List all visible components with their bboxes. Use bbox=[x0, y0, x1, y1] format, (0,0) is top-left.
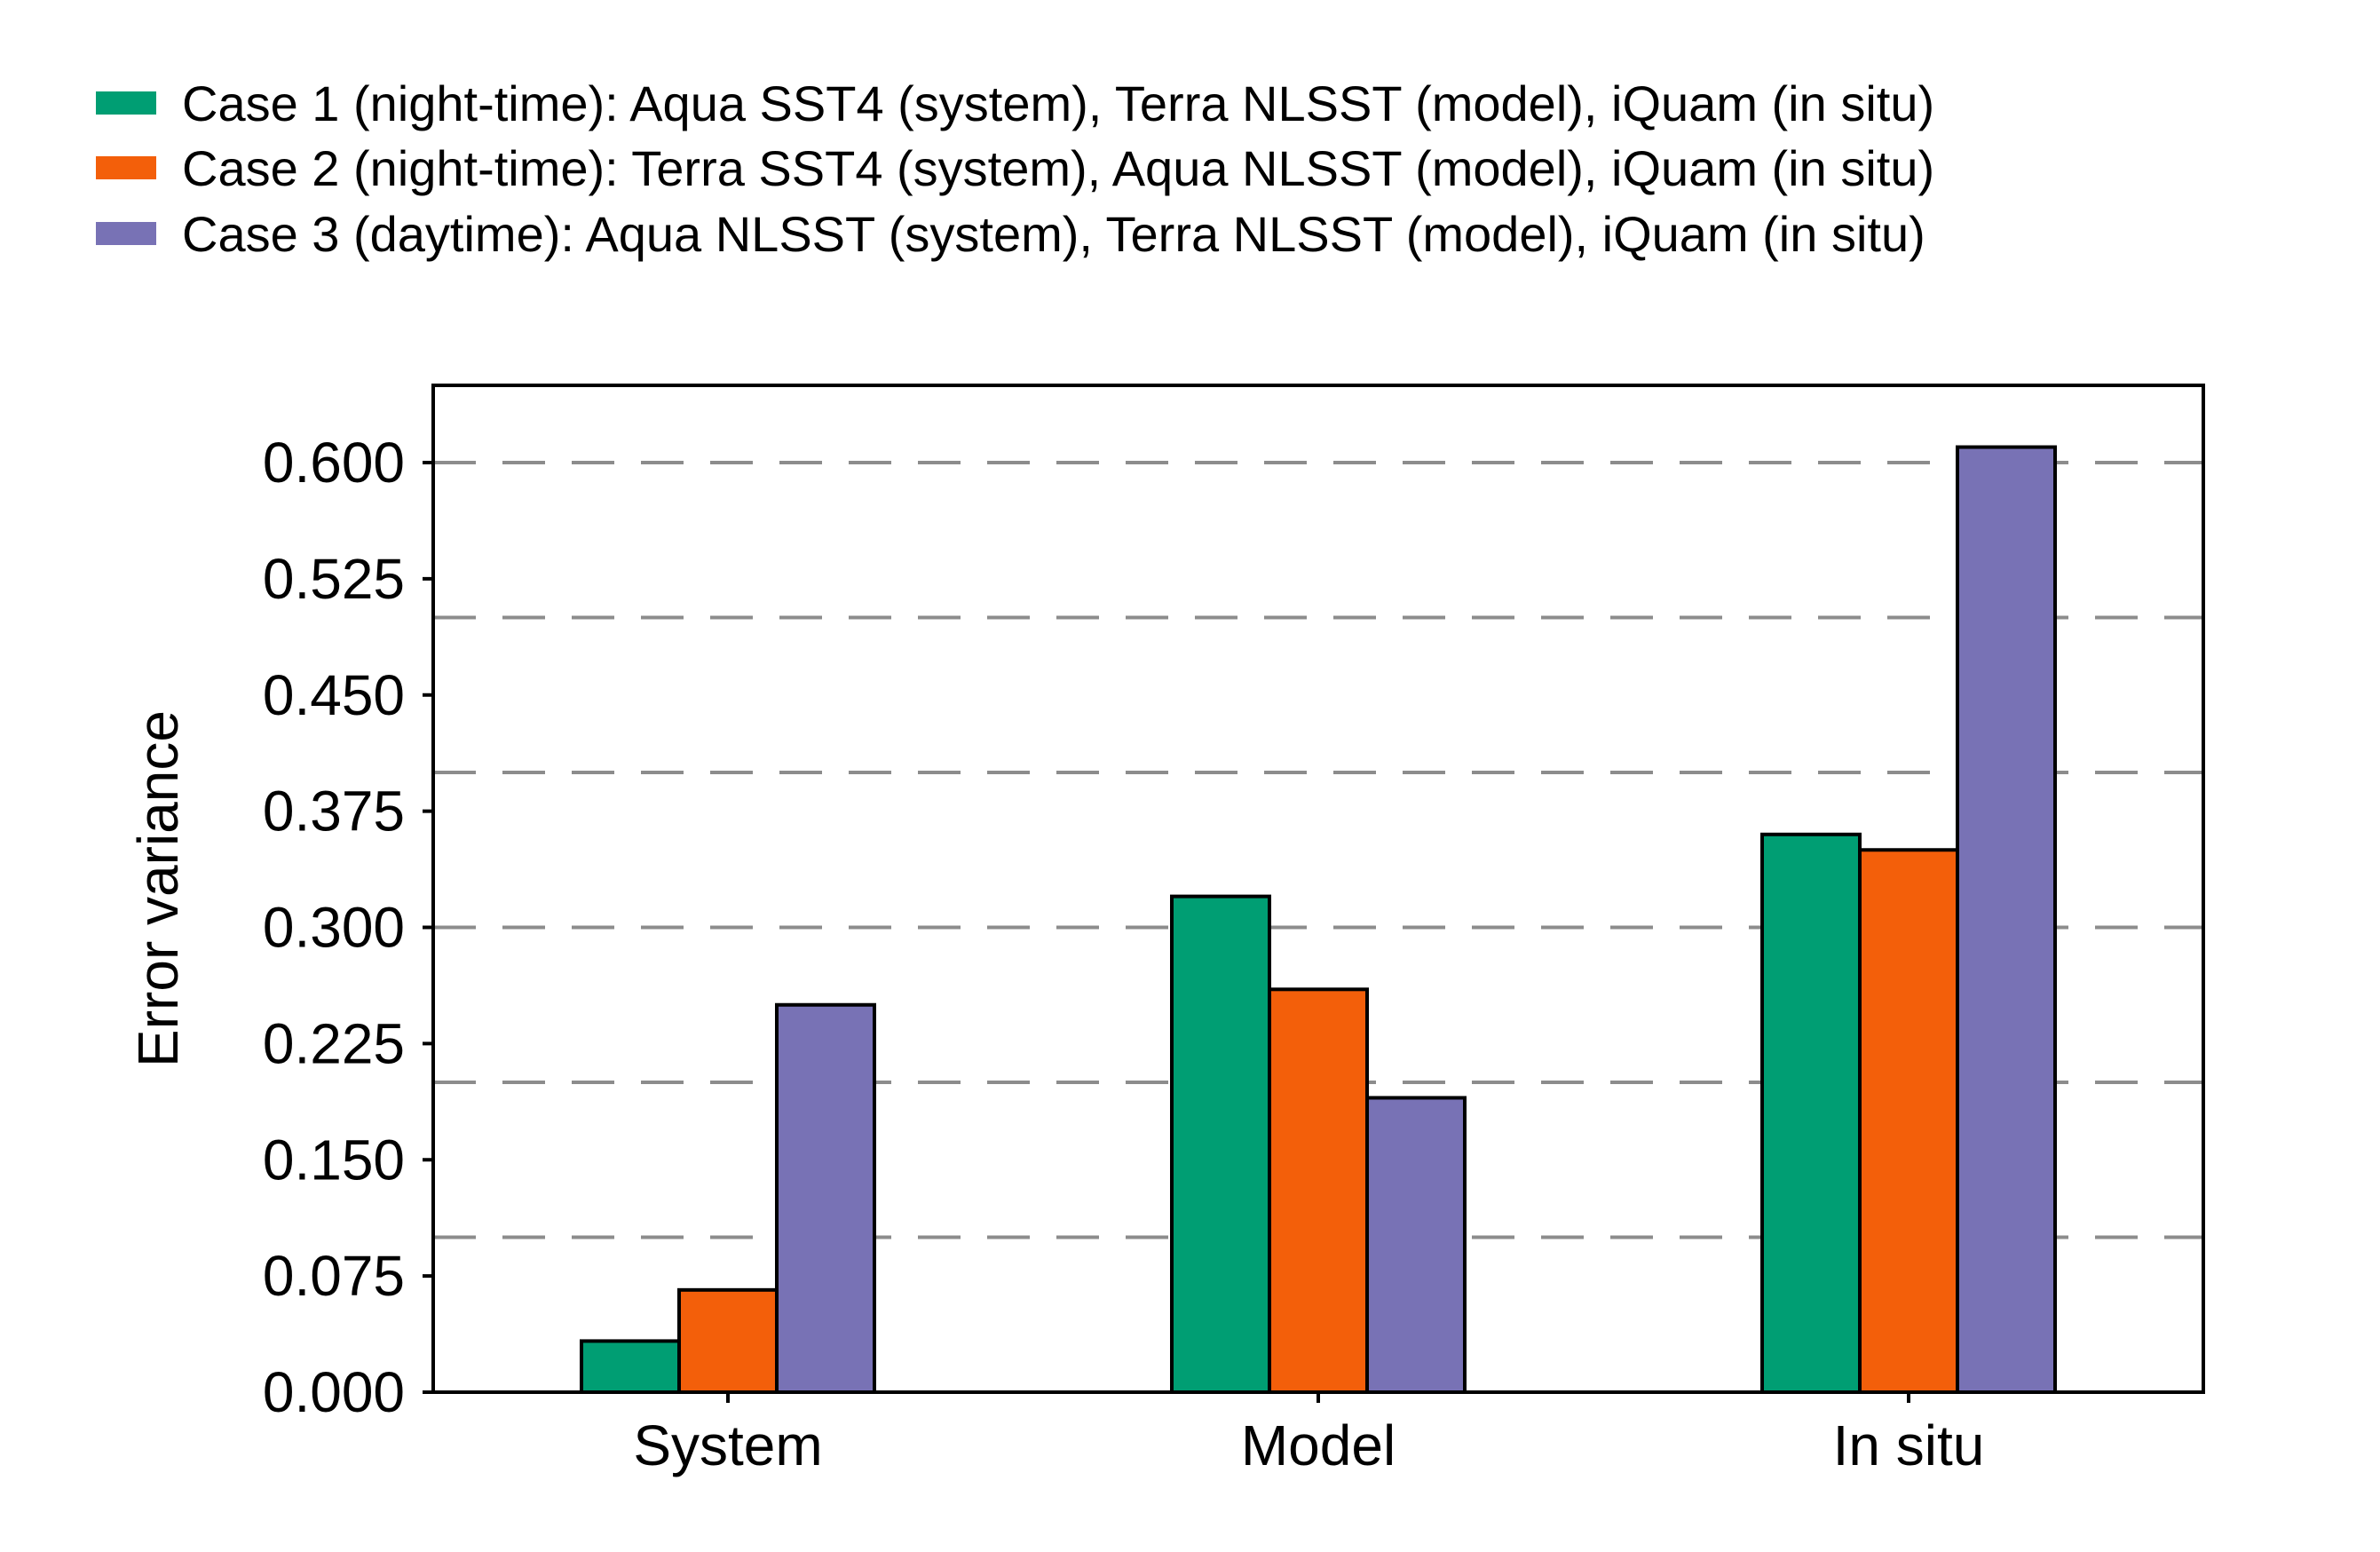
y-tick-label-1: 0.075 bbox=[263, 1244, 405, 1308]
y-tick-label-6: 0.450 bbox=[263, 663, 405, 727]
bar-model-case-3 bbox=[1365, 1096, 1467, 1394]
legend-swatch-case-1 bbox=[96, 91, 156, 115]
legend-label-case-2: Case 2 (night-time): Terra SST4 (system)… bbox=[182, 140, 1934, 196]
legend-swatch-case-2 bbox=[96, 156, 156, 179]
x-axis-ticks: System Model In situ bbox=[633, 1392, 1984, 1477]
plot-area-frame bbox=[431, 384, 2205, 1394]
x-tick-label-system: System bbox=[633, 1413, 822, 1477]
legend-label-case-1: Case 1 (night-time): Aqua SST4 (system),… bbox=[182, 75, 1934, 131]
y-axis-ticks: 0.000 0.075 0.150 0.225 0.300 0.375 0.450 0.525… bbox=[263, 431, 433, 1424]
y-tick-label-2: 0.150 bbox=[263, 1128, 405, 1192]
legend: Case 1 (night-time): Aqua SST4 (system),… bbox=[96, 75, 1934, 262]
bar-in-situ-case-2 bbox=[1858, 848, 1959, 1394]
y-tick-label-7: 0.525 bbox=[263, 547, 405, 611]
legend-entry-case-3: Case 3 (daytime): Aqua NLSST (system), T… bbox=[96, 206, 1925, 262]
bar-system-case-2 bbox=[677, 1287, 779, 1394]
bar-in-situ-case-3 bbox=[1956, 445, 2057, 1394]
bar-system-case-3 bbox=[775, 1002, 876, 1394]
bar-model-case-2 bbox=[1268, 987, 1369, 1395]
x-tick-label-in-situ: In situ bbox=[1833, 1413, 1985, 1477]
legend-swatch-case-3 bbox=[96, 222, 156, 245]
legend-entry-case-1: Case 1 (night-time): Aqua SST4 (system),… bbox=[96, 75, 1934, 131]
y-tick-label-8: 0.600 bbox=[263, 431, 405, 495]
x-tick-label-model: Model bbox=[1241, 1413, 1396, 1477]
y-tick-label-5: 0.375 bbox=[263, 780, 405, 843]
legend-label-case-3: Case 3 (daytime): Aqua NLSST (system), T… bbox=[182, 206, 1925, 262]
y-axis-label: Error variance bbox=[126, 710, 190, 1067]
y-tick-label-3: 0.225 bbox=[263, 1011, 405, 1075]
legend-entry-case-2: Case 2 (night-time): Terra SST4 (system)… bbox=[96, 140, 1934, 196]
y-tick-label-4: 0.300 bbox=[263, 896, 405, 960]
bar-model-case-1 bbox=[1170, 894, 1271, 1394]
bar-system-case-1 bbox=[580, 1339, 681, 1395]
bars bbox=[580, 445, 2057, 1395]
y-tick-label-0: 0.000 bbox=[263, 1360, 405, 1424]
bar-in-situ-case-1 bbox=[1760, 832, 1862, 1394]
